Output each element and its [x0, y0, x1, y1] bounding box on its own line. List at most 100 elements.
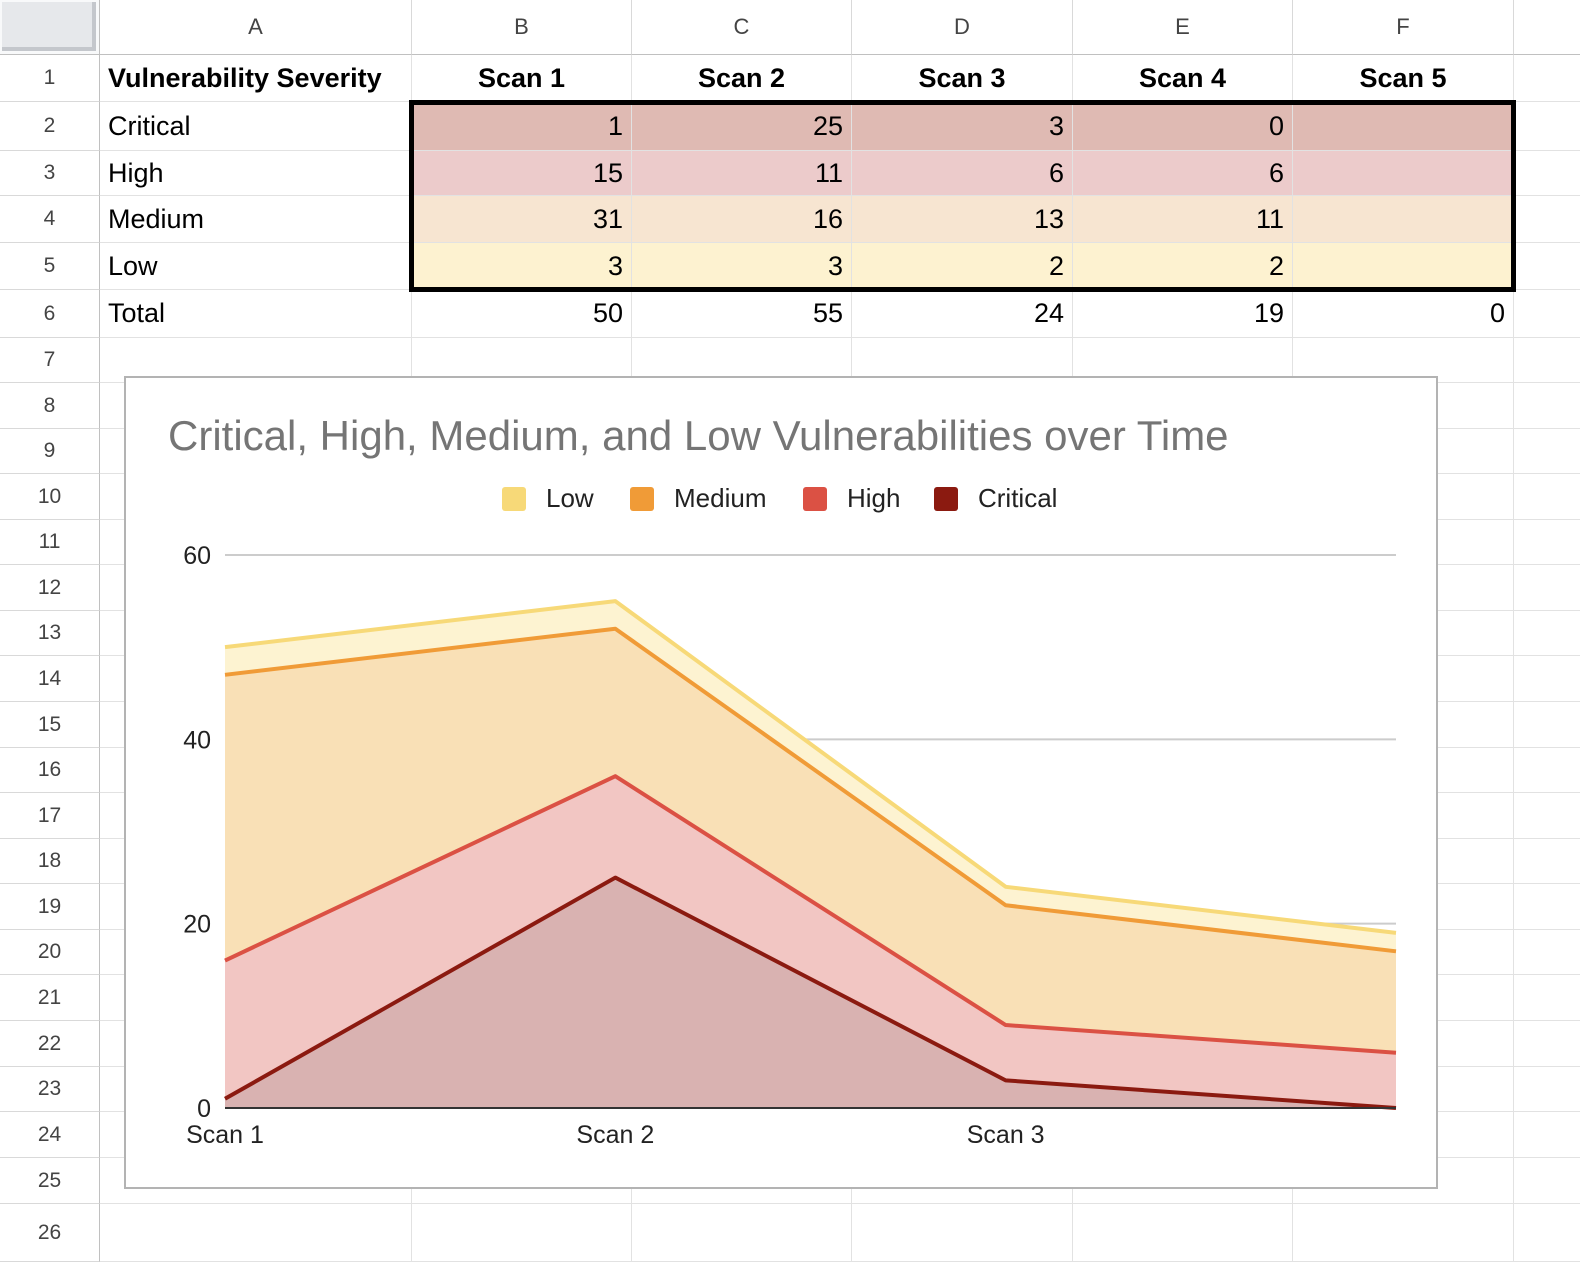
grid-cell[interactable] [1514, 793, 1580, 839]
row-header-6[interactable]: 6 [0, 290, 100, 338]
grid-cell[interactable] [1514, 102, 1580, 151]
row-header-10[interactable]: 10 [0, 474, 100, 520]
value-cell[interactable]: 2 [1073, 243, 1293, 290]
header-cell[interactable]: Scan 1 [412, 55, 632, 102]
value-cell[interactable] [1293, 151, 1514, 196]
grid-cell[interactable] [1514, 520, 1580, 565]
value-cell[interactable]: 13 [852, 196, 1073, 243]
column-header-extra[interactable] [1514, 0, 1580, 55]
row-header-12[interactable]: 12 [0, 565, 100, 611]
area-chart[interactable]: 0 20 40 60 Scan 1 Scan 2 Scan 3 Critical, High… [124, 376, 1438, 1189]
column-header-a[interactable]: A [100, 0, 412, 55]
value-cell[interactable]: 16 [632, 196, 852, 243]
grid-cell[interactable] [1514, 930, 1580, 975]
column-header-c[interactable]: C [632, 0, 852, 55]
grid-cell[interactable] [1293, 1204, 1514, 1262]
grid-cell[interactable] [1514, 839, 1580, 884]
grid-cell[interactable] [1073, 1204, 1293, 1262]
legend-item-low[interactable]: Low [502, 483, 594, 514]
row-header-8[interactable]: 8 [0, 383, 100, 429]
value-cell[interactable]: 11 [632, 151, 852, 196]
grid-cell[interactable] [1514, 55, 1580, 102]
grid-cell[interactable] [412, 1204, 632, 1262]
header-cell[interactable]: Scan 4 [1073, 55, 1293, 102]
grid-cell[interactable] [1514, 429, 1580, 474]
row-header-15[interactable]: 15 [0, 702, 100, 748]
value-cell[interactable]: 6 [1073, 151, 1293, 196]
grid-cell[interactable] [1514, 1112, 1580, 1158]
header-cell[interactable]: Scan 5 [1293, 55, 1514, 102]
column-header-d[interactable]: D [852, 0, 1073, 55]
grid-cell[interactable] [1514, 196, 1580, 243]
grid-cell[interactable] [1514, 656, 1580, 702]
grid-cell[interactable] [1514, 290, 1580, 338]
severity-label-cell[interactable]: Low [100, 243, 412, 290]
grid-cell[interactable] [1514, 975, 1580, 1021]
grid-cell[interactable] [1514, 151, 1580, 196]
grid-cell[interactable] [1514, 702, 1580, 748]
value-cell[interactable]: 3 [412, 243, 632, 290]
total-value-cell[interactable]: 19 [1073, 290, 1293, 338]
column-header-f[interactable]: F [1293, 0, 1514, 55]
grid-cell[interactable] [1514, 1021, 1580, 1067]
severity-label-cell[interactable]: Critical [100, 102, 412, 151]
row-header-2[interactable]: 2 [0, 102, 100, 151]
value-cell[interactable]: 0 [1073, 102, 1293, 151]
grid-cell[interactable] [1514, 884, 1580, 930]
header-cell[interactable]: Vulnerability Severity [100, 55, 412, 102]
value-cell[interactable]: 31 [412, 196, 632, 243]
grid-cell[interactable] [1514, 474, 1580, 520]
grid-cell[interactable] [1514, 338, 1580, 383]
grid-cell[interactable] [100, 1204, 412, 1262]
grid-cell[interactable] [1514, 1158, 1580, 1204]
grid-cell[interactable] [1514, 748, 1580, 793]
row-header-25[interactable]: 25 [0, 1158, 100, 1204]
grid-cell[interactable] [1514, 565, 1580, 611]
value-cell[interactable]: 3 [852, 102, 1073, 151]
value-cell[interactable]: 2 [852, 243, 1073, 290]
column-header-e[interactable]: E [1073, 0, 1293, 55]
row-header-9[interactable]: 9 [0, 429, 100, 474]
total-value-cell[interactable]: 55 [632, 290, 852, 338]
row-header-14[interactable]: 14 [0, 656, 100, 702]
total-value-cell[interactable]: 24 [852, 290, 1073, 338]
row-header-13[interactable]: 13 [0, 611, 100, 656]
row-header-21[interactable]: 21 [0, 975, 100, 1021]
value-cell[interactable] [1293, 243, 1514, 290]
total-value-cell[interactable]: 50 [412, 290, 632, 338]
column-header-b[interactable]: B [412, 0, 632, 55]
grid-cell[interactable] [1514, 1204, 1580, 1262]
value-cell[interactable]: 15 [412, 151, 632, 196]
value-cell[interactable]: 1 [412, 102, 632, 151]
grid-cell[interactable] [632, 1204, 852, 1262]
grid-cell[interactable] [1514, 1067, 1580, 1112]
header-cell[interactable]: Scan 3 [852, 55, 1073, 102]
row-header-16[interactable]: 16 [0, 748, 100, 793]
grid-cell[interactable] [1514, 383, 1580, 429]
total-value-cell[interactable]: 0 [1293, 290, 1514, 338]
grid-cell[interactable] [852, 1204, 1073, 1262]
grid-cell[interactable] [1514, 611, 1580, 656]
select-all-corner[interactable] [0, 0, 100, 55]
row-header-26[interactable]: 26 [0, 1204, 100, 1262]
value-cell[interactable]: 3 [632, 243, 852, 290]
row-header-11[interactable]: 11 [0, 520, 100, 565]
legend-item-high[interactable]: High [803, 483, 900, 514]
grid-cell[interactable] [1514, 243, 1580, 290]
row-header-17[interactable]: 17 [0, 793, 100, 839]
severity-label-cell[interactable]: Medium [100, 196, 412, 243]
total-label-cell[interactable]: Total [100, 290, 412, 338]
row-header-1[interactable]: 1 [0, 55, 100, 102]
row-header-24[interactable]: 24 [0, 1112, 100, 1158]
value-cell[interactable]: 25 [632, 102, 852, 151]
row-header-18[interactable]: 18 [0, 839, 100, 884]
value-cell[interactable]: 11 [1073, 196, 1293, 243]
row-header-4[interactable]: 4 [0, 196, 100, 243]
header-cell[interactable]: Scan 2 [632, 55, 852, 102]
legend-item-medium[interactable]: Medium [630, 483, 766, 514]
row-header-19[interactable]: 19 [0, 884, 100, 930]
severity-label-cell[interactable]: High [100, 151, 412, 196]
row-header-23[interactable]: 23 [0, 1067, 100, 1112]
row-header-3[interactable]: 3 [0, 151, 100, 196]
row-header-5[interactable]: 5 [0, 243, 100, 290]
